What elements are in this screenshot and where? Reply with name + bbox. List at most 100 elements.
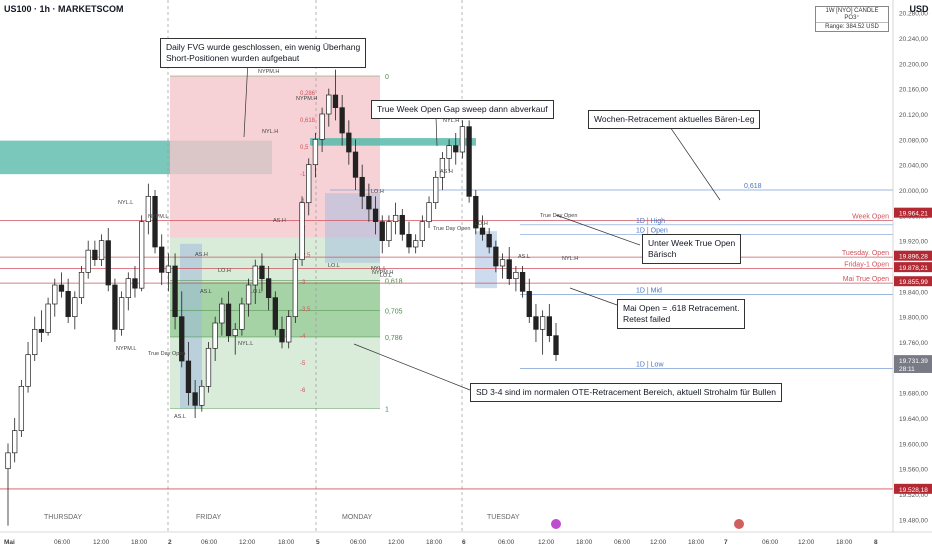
time-tick-label: 12:00 bbox=[798, 539, 815, 546]
annotation-unter[interactable]: Unter Week True Open Bärisch bbox=[642, 234, 742, 264]
bull-candle bbox=[25, 354, 31, 387]
bull-candle bbox=[32, 328, 38, 356]
annotation-fvg[interactable]: Daily FVG wurde geschlossen, ein wenig Ü… bbox=[160, 38, 367, 68]
bull-candle bbox=[219, 303, 225, 324]
bear-candle bbox=[466, 126, 472, 197]
fib-red-zone bbox=[170, 76, 380, 238]
bull-candle bbox=[312, 138, 319, 166]
price-tag-label: 19.528,18 bbox=[899, 487, 928, 494]
time-tick-label: 7 bbox=[724, 539, 728, 546]
bull-candle bbox=[52, 284, 58, 305]
bear-candle bbox=[112, 284, 118, 330]
day-label: MONDAY bbox=[342, 514, 373, 521]
bear-candle bbox=[192, 392, 198, 406]
bear-candle bbox=[279, 328, 285, 343]
bear-candle bbox=[225, 303, 232, 337]
session-label: NYPM.H bbox=[372, 270, 393, 276]
bull-candle bbox=[419, 221, 425, 242]
infobox-title: 1W [NYO] CANDLE PO3⁺ bbox=[816, 7, 888, 23]
annotation-sd[interactable]: SD 3-4 sind im normalen OTE-Retracement … bbox=[470, 383, 782, 402]
annotation-mai-line1: Mai Open = .618 Retracement. bbox=[623, 303, 740, 313]
bear-candle bbox=[506, 259, 512, 280]
session-label: NYPM.L bbox=[148, 214, 168, 220]
fib-ext-label: -5 bbox=[300, 361, 306, 367]
annotation-wochen[interactable]: Wochen-Retracement aktuelles Bären-Leg bbox=[588, 110, 761, 129]
price-tag-label: 19.964,21 bbox=[899, 211, 928, 218]
session-label: LO.L bbox=[380, 273, 392, 279]
bear-candle bbox=[272, 297, 278, 330]
session-label: NYL.H bbox=[443, 118, 459, 124]
bear-candle bbox=[179, 316, 185, 362]
bear-candle bbox=[533, 316, 539, 330]
price-axis-bg bbox=[893, 0, 932, 550]
bear-candle bbox=[406, 233, 412, 248]
fib-label: 0,618 bbox=[385, 279, 403, 286]
bull-candle bbox=[72, 297, 78, 318]
price-tick-label: 20.080,00 bbox=[899, 137, 928, 144]
bull-candle bbox=[306, 164, 312, 204]
bear-candle bbox=[399, 214, 405, 235]
blue-level-label: 1D | Low bbox=[636, 362, 664, 369]
price-tag-label: 19.896,28 bbox=[899, 254, 928, 261]
bull-candle bbox=[426, 202, 432, 223]
session-label: NYPM.H bbox=[296, 96, 317, 102]
bull-candle bbox=[539, 316, 546, 330]
session-label: LO.H bbox=[475, 221, 488, 227]
time-tick-label: 8 bbox=[874, 539, 878, 546]
callout-leader bbox=[667, 123, 721, 201]
bull-candle bbox=[205, 347, 212, 387]
time-tick-label: 12:00 bbox=[388, 539, 405, 546]
price-tag bbox=[894, 362, 932, 373]
price-tick-label: 19.800,00 bbox=[899, 315, 928, 322]
session-box-1 bbox=[180, 243, 202, 409]
bear-candle bbox=[526, 290, 532, 318]
annotation-gap[interactable]: True Week Open Gap sweep dann abverkauf bbox=[371, 100, 554, 119]
session-label: LO.L bbox=[250, 289, 262, 295]
bull-candle bbox=[433, 176, 439, 204]
bull-candle bbox=[446, 145, 452, 159]
annotation-fvg-line2: Short-Positionen wurden aufgebaut bbox=[166, 53, 300, 63]
fib-ext-label: -4 bbox=[300, 334, 306, 340]
price-tick-label: 20.160,00 bbox=[899, 87, 928, 94]
session-label: NYL.L bbox=[238, 341, 253, 347]
bear-candle bbox=[493, 246, 499, 267]
bull-candle bbox=[5, 452, 11, 470]
time-tick-label: 12:00 bbox=[538, 539, 555, 546]
bear-candle bbox=[58, 284, 65, 292]
callout-leader bbox=[435, 116, 438, 147]
time-tick-label: 6 bbox=[462, 539, 466, 546]
bull-candle bbox=[392, 214, 399, 223]
bull-candle bbox=[98, 240, 105, 261]
annotation-mai[interactable]: Mai Open = .618 Retracement. Retest fail… bbox=[617, 299, 746, 329]
bear-candle bbox=[366, 195, 372, 210]
bear-candle bbox=[159, 246, 165, 273]
indicator-infobox: 1W [NYO] CANDLE PO3⁺ Range: 384.52 USD bbox=[815, 6, 889, 32]
price-tick-label: 19.520,00 bbox=[899, 492, 928, 499]
session-label: AS.L bbox=[174, 414, 186, 420]
blue-level-label: 0,618 bbox=[744, 183, 762, 190]
price-tick-label: 19.600,00 bbox=[899, 441, 928, 448]
symbol-header[interactable]: US100 · 1h · MARKETSCOM bbox=[4, 4, 124, 14]
bear-candle bbox=[519, 271, 526, 292]
infobox-range: Range: 384.52 USD bbox=[825, 24, 879, 30]
level-line-label: Mai True Open bbox=[843, 276, 889, 283]
currency-button[interactable]: USD bbox=[909, 4, 929, 14]
bear-candle bbox=[379, 221, 385, 242]
bear-candle bbox=[38, 328, 45, 333]
bear-candle bbox=[259, 265, 265, 280]
fib-ext-label: 0,5 bbox=[300, 145, 309, 151]
time-tick-label: 18:00 bbox=[278, 539, 295, 546]
bull-candle bbox=[232, 328, 238, 337]
annotation-unter-line1: Unter Week True Open bbox=[648, 238, 736, 248]
bear-candle bbox=[359, 176, 365, 197]
bull-candle bbox=[413, 240, 419, 248]
time-tick-label: Mai bbox=[4, 539, 15, 546]
price-tick-label: 19.560,00 bbox=[899, 467, 928, 474]
bear-candle bbox=[473, 195, 479, 229]
blue-level-label: 1D | Mid bbox=[636, 288, 662, 295]
price-tick-label: 20.240,00 bbox=[899, 36, 928, 43]
blue-level-label: 1D | High bbox=[636, 218, 665, 225]
annotation-fvg-line1: Daily FVG wurde geschlossen, ein wenig Ü… bbox=[166, 42, 361, 52]
price-tag bbox=[894, 207, 932, 218]
